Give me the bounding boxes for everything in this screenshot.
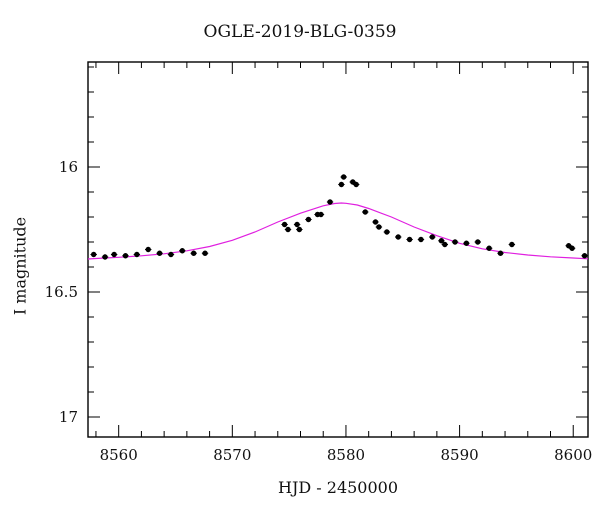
axes xyxy=(87,61,589,438)
point-marker xyxy=(509,241,515,248)
x-tick-label: 8560 xyxy=(100,446,138,464)
data-point xyxy=(474,239,481,245)
x-tick-label: 8600 xyxy=(554,446,592,464)
y-tick-label: 16.5 xyxy=(45,283,78,301)
point-marker xyxy=(406,236,413,243)
data-point xyxy=(352,181,360,188)
data-point xyxy=(340,174,347,180)
plot-frame xyxy=(87,61,589,438)
tick-labels-layer: 8560 8570 8580 8590 8600 16 16.5 17 xyxy=(45,158,593,464)
point-marker xyxy=(305,216,312,223)
data-point xyxy=(190,250,197,256)
data-point xyxy=(90,251,97,258)
point-marker xyxy=(202,250,208,256)
data-point xyxy=(296,226,303,233)
x-tick-label: 8590 xyxy=(440,446,478,464)
point-marker xyxy=(475,239,481,245)
data-point xyxy=(568,245,576,251)
point-marker xyxy=(395,234,401,240)
data-point xyxy=(281,221,288,228)
data-point xyxy=(362,209,369,215)
point-marker xyxy=(429,234,436,240)
data-point xyxy=(438,238,445,244)
data-point xyxy=(317,211,325,218)
data-point xyxy=(383,229,391,235)
point-marker xyxy=(581,253,588,259)
data-point xyxy=(145,246,152,253)
point-marker xyxy=(111,251,117,258)
data-point xyxy=(485,245,493,251)
data-point xyxy=(395,234,402,240)
point-marker xyxy=(179,248,186,254)
y-tick-label: 16 xyxy=(59,158,78,176)
point-marker xyxy=(318,211,324,218)
point-marker xyxy=(190,250,197,256)
point-marker xyxy=(90,251,97,258)
data-point xyxy=(110,251,118,258)
data-point xyxy=(284,226,292,233)
data-point xyxy=(326,199,334,205)
data-point xyxy=(156,250,163,256)
point-marker xyxy=(281,221,288,228)
point-marker xyxy=(384,229,390,235)
data-point xyxy=(201,250,209,256)
point-marker xyxy=(569,245,575,251)
data-point xyxy=(372,219,379,225)
data-point xyxy=(167,251,175,258)
data-point xyxy=(406,236,413,243)
point-marker xyxy=(438,238,445,244)
data-point xyxy=(463,240,470,246)
point-marker xyxy=(418,236,424,243)
point-marker xyxy=(285,226,291,233)
point-marker xyxy=(486,245,492,251)
model-curve-layer xyxy=(87,202,589,260)
point-marker xyxy=(353,181,359,188)
point-marker xyxy=(294,221,300,228)
data-point xyxy=(133,251,141,258)
data-point xyxy=(305,216,312,223)
point-marker xyxy=(452,239,458,245)
point-marker xyxy=(296,226,303,233)
data-point xyxy=(179,248,186,254)
point-marker xyxy=(168,251,174,258)
data-point xyxy=(375,224,383,230)
data-point xyxy=(293,221,301,228)
model-curve xyxy=(87,202,589,260)
point-marker xyxy=(327,199,333,205)
point-marker xyxy=(156,250,163,256)
data-point xyxy=(338,181,345,188)
point-marker xyxy=(497,250,504,256)
point-marker xyxy=(338,181,345,188)
y-tick-label: 17 xyxy=(59,408,78,426)
x-axis-label: HJD - 2450000 xyxy=(277,478,399,497)
data-point xyxy=(101,254,109,260)
point-marker xyxy=(102,254,108,260)
point-marker xyxy=(362,209,368,215)
point-marker xyxy=(463,240,470,246)
chart-title: OGLE-2019-BLG-0359 xyxy=(203,22,397,42)
data-point xyxy=(417,236,425,243)
data-point xyxy=(497,250,504,256)
data-point xyxy=(441,241,449,248)
point-marker xyxy=(376,224,382,230)
y-axis-label: I magnitude xyxy=(10,216,30,316)
point-marker xyxy=(134,251,140,258)
data-point xyxy=(508,241,516,248)
point-marker xyxy=(122,253,129,259)
data-point xyxy=(581,253,588,259)
point-marker xyxy=(340,174,347,180)
data-points-layer xyxy=(90,174,588,260)
point-marker xyxy=(372,219,379,225)
data-point xyxy=(429,234,436,240)
point-marker xyxy=(145,246,151,253)
data-point xyxy=(122,253,129,259)
x-tick-label: 8580 xyxy=(327,446,365,464)
point-marker xyxy=(442,241,448,248)
data-point xyxy=(451,239,459,245)
x-tick-label: 8570 xyxy=(213,446,251,464)
